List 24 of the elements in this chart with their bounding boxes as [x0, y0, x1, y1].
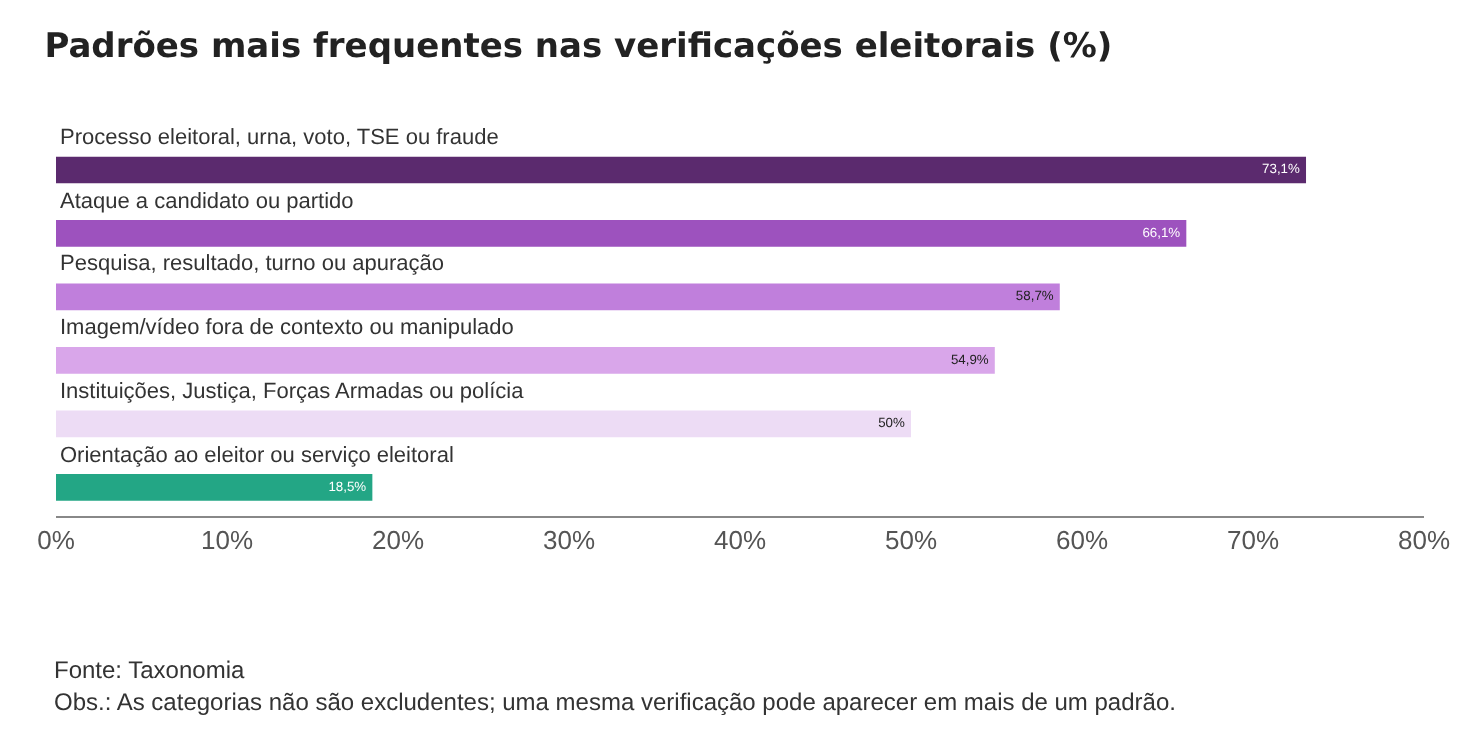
source-note: Fonte: Taxonomia [54, 656, 245, 684]
x-tick-label: 0% [37, 525, 76, 556]
bar [56, 347, 995, 374]
bar [56, 220, 1187, 247]
y-tick-label: Processo eleitoral, urna, voto, TSE ou fraude [60, 126, 499, 150]
chart-title: Padrões mais frequentes nas verificações eleitorais (%) [44, 26, 1113, 67]
y-tick-label: Pesquisa, resultado, turno ou apuração [60, 252, 445, 276]
x-tick-label: 80% [1397, 525, 1451, 556]
x-tick-label: 30% [542, 525, 596, 556]
text: Obs.: As categorias não são excludentes; uma mesma verificação pode aparecer em mais de um padrão. [54, 688, 1176, 716]
bar [56, 474, 373, 501]
bar [56, 156, 1307, 184]
y-tick-label: Imagem/vídeo fora de contexto ou manipulado [60, 316, 514, 340]
bar [56, 410, 911, 438]
y-tick-label: Ataque a candidato ou partido [60, 190, 354, 214]
x-tick-label: 60% [1055, 525, 1109, 556]
y-tick-label: Orientação ao eleitor ou serviço eleitoral [60, 444, 454, 468]
x-tick-label: 10% [200, 525, 254, 556]
x-tick-label: 20% [371, 525, 425, 556]
x-tick-label: 50% [884, 525, 938, 556]
x-tick-label: 40% [713, 525, 767, 556]
y-tick-label: Instituições, Justiça, Forças Armadas ou polícia [60, 380, 526, 404]
x-tick-label: 70% [1226, 525, 1280, 556]
bar [56, 283, 1060, 311]
